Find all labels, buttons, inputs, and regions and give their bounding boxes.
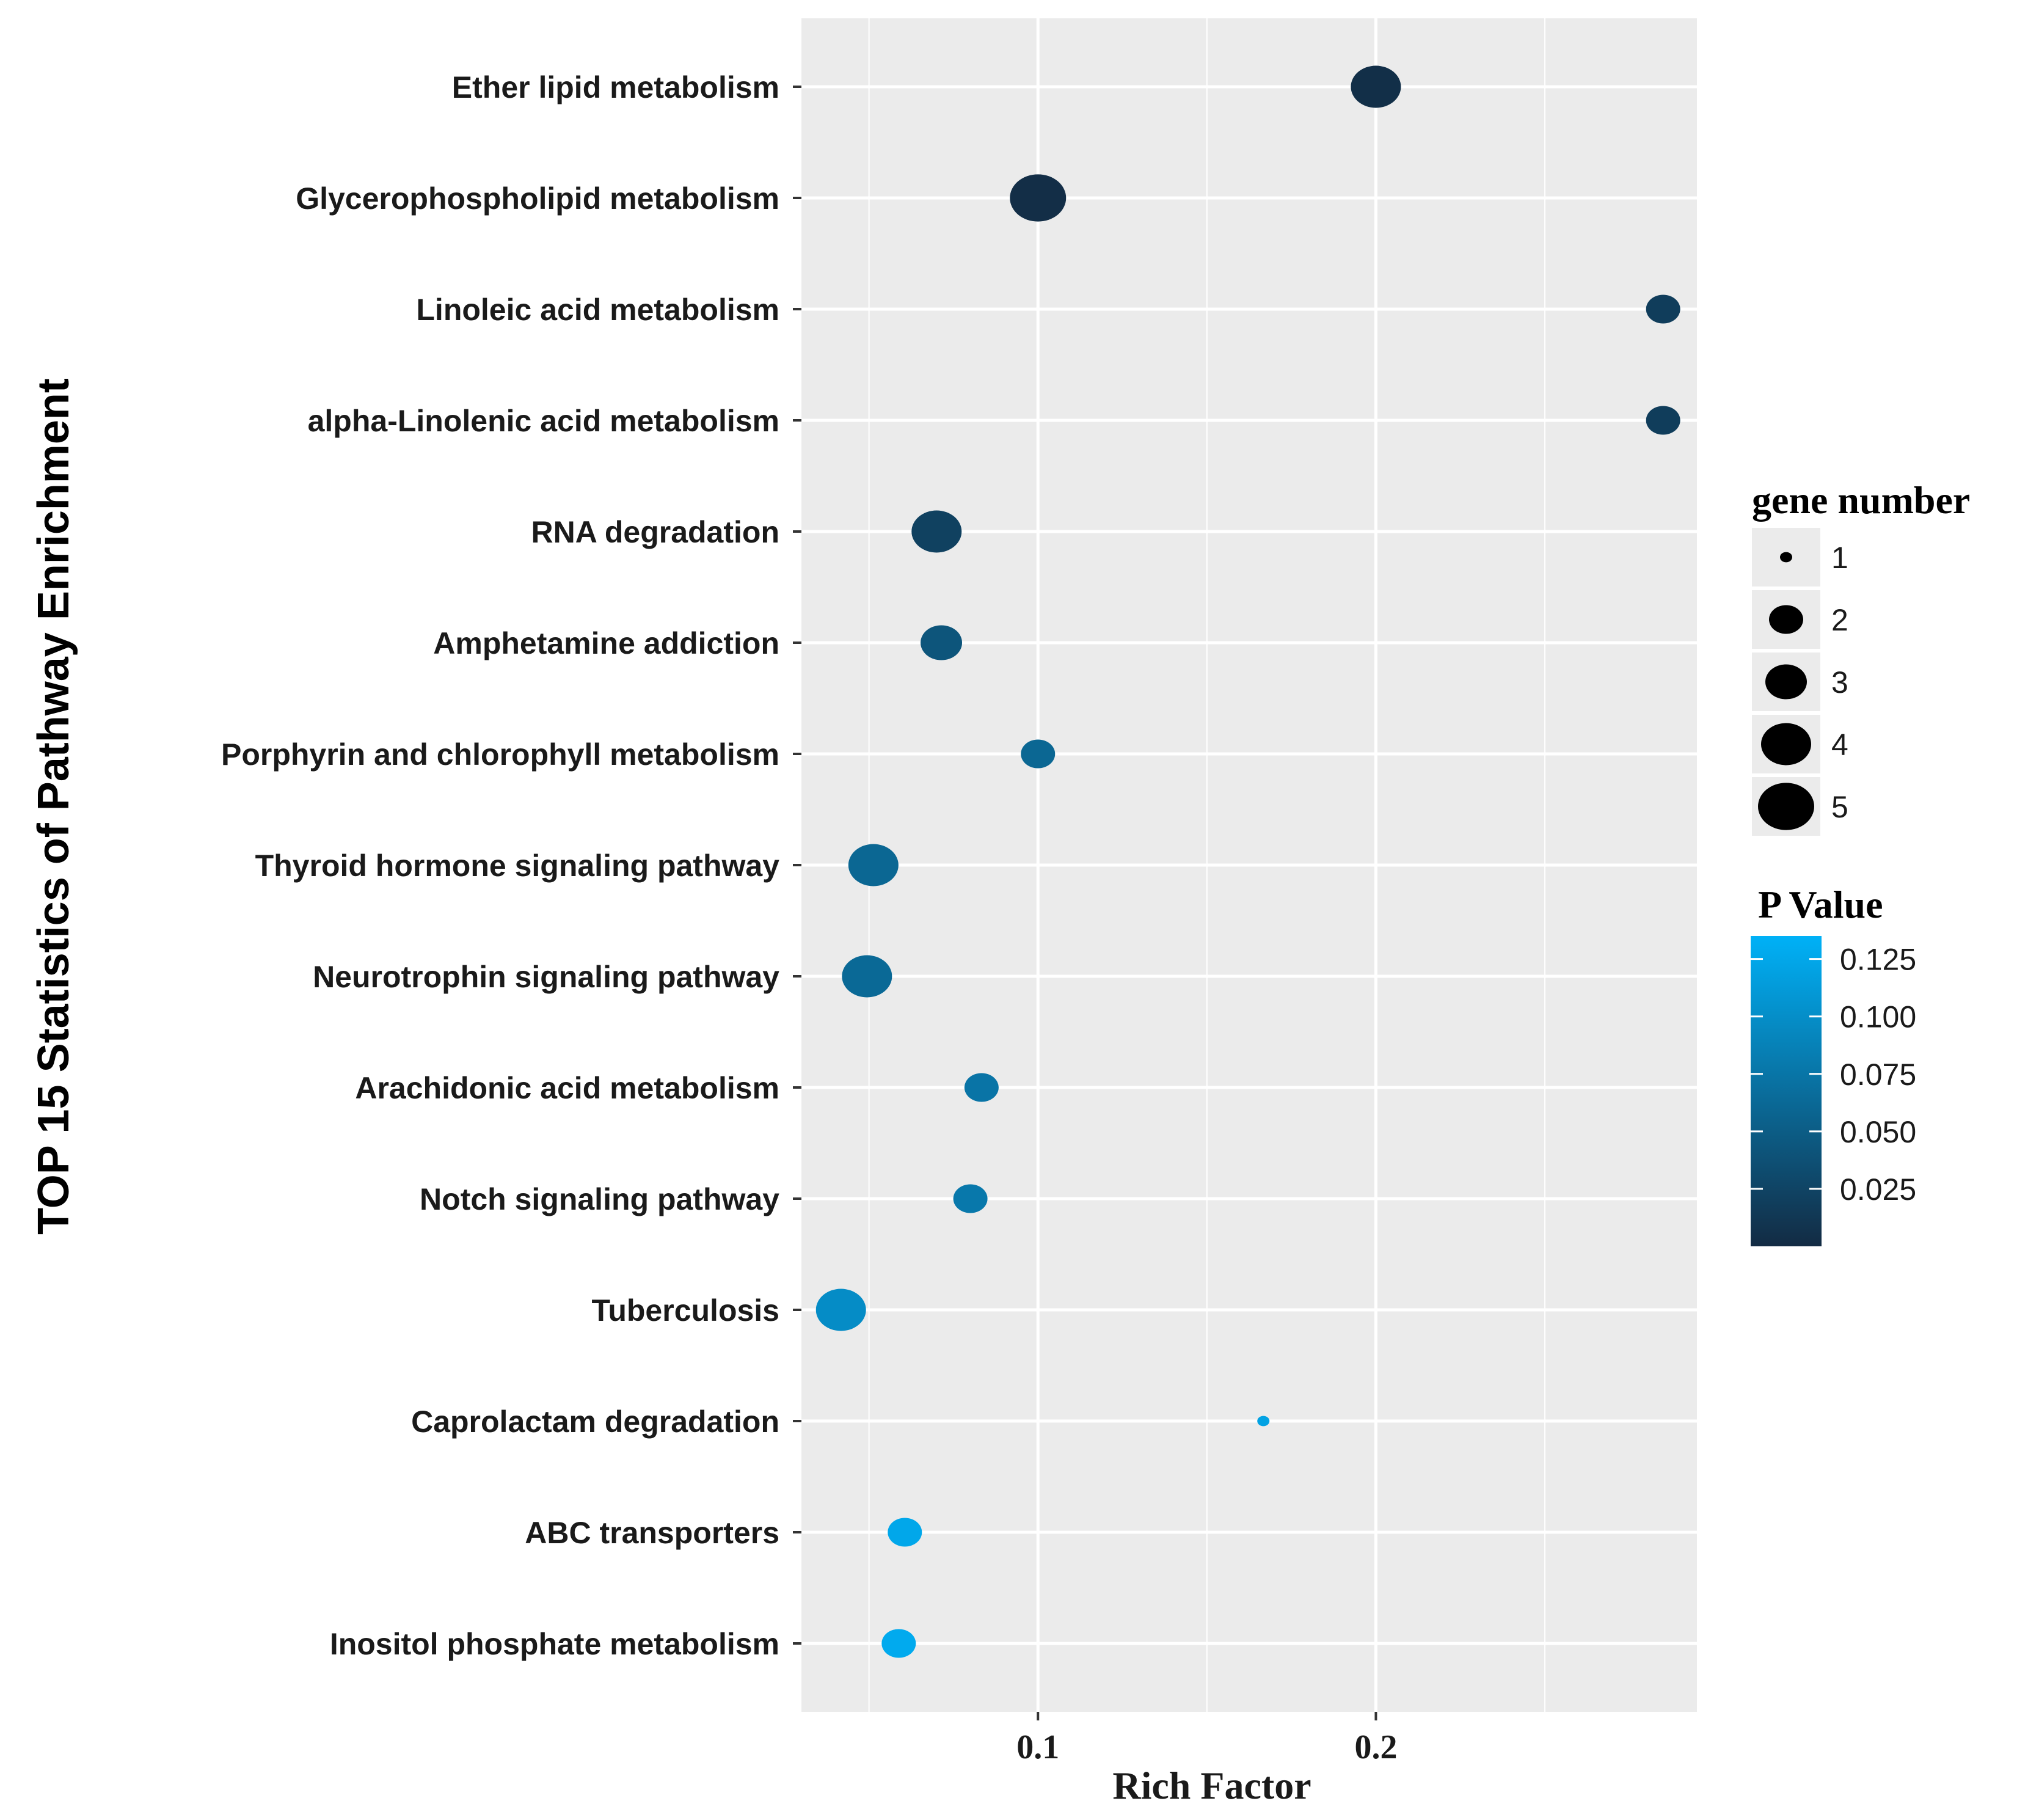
data-point <box>1646 294 1680 324</box>
data-point <box>1257 1416 1270 1427</box>
data-point <box>881 1629 916 1658</box>
color-legend-label: 0.050 <box>1840 1115 1916 1149</box>
data-point <box>815 1288 866 1331</box>
color-legend-label: 0.125 <box>1840 943 1916 977</box>
category-label: Inositol phosphate metabolism <box>330 1627 779 1661</box>
data-point <box>1010 174 1067 222</box>
size-legend-dot <box>1758 783 1814 830</box>
size-legend-dot <box>1769 605 1803 634</box>
color-bar <box>1751 936 1822 1246</box>
category-label: RNA degradation <box>531 515 780 549</box>
color-legend-title: P Value <box>1758 883 1883 926</box>
size-legend: gene number 1 2 3 4 5 <box>1752 478 1970 836</box>
x-tick-label: 0.1 <box>1016 1728 1059 1766</box>
x-tick-label: 0.2 <box>1354 1728 1397 1766</box>
data-point <box>888 1518 922 1547</box>
size-legend-label: 1 <box>1831 541 1848 575</box>
category-label: alpha-Linolenic acid metabolism <box>308 404 779 438</box>
data-point <box>842 955 892 998</box>
category-label: Ether lipid metabolism <box>452 70 779 104</box>
category-label: Caprolactam degradation <box>411 1405 779 1439</box>
color-legend: P Value 0.125 0.100 0.075 0.050 0.025 <box>1751 883 1916 1246</box>
size-legend-label: 4 <box>1831 728 1848 762</box>
size-legend-label: 2 <box>1831 603 1848 637</box>
category-label: Linoleic acid metabolism <box>416 293 779 327</box>
data-point <box>1021 739 1056 769</box>
category-label: Porphyrin and chlorophyll metabolism <box>221 737 779 772</box>
category-label: Thyroid hormone signaling pathway <box>255 849 780 883</box>
data-point <box>1646 406 1680 435</box>
size-legend-title: gene number <box>1752 478 1970 522</box>
color-legend-label: 0.025 <box>1840 1172 1916 1207</box>
x-axis-title: Rich Factor <box>1112 1764 1311 1807</box>
category-label: Tuberculosis <box>592 1293 779 1328</box>
data-point <box>964 1073 999 1102</box>
grid-layer <box>801 18 1697 1712</box>
size-legend-label: 3 <box>1831 665 1848 700</box>
color-legend-label: 0.075 <box>1840 1058 1916 1092</box>
category-label: Glycerophospholipid metabolism <box>296 181 779 216</box>
tick-layer: 0.1 0.2 <box>793 86 1397 1766</box>
data-point <box>953 1184 988 1213</box>
y-axis-title: TOP 15 Statistics of Pathway Enrichment <box>29 378 78 1235</box>
category-label: Arachidonic acid metabolism <box>355 1071 779 1105</box>
category-label: Notch signaling pathway <box>420 1182 779 1216</box>
color-legend-label: 0.100 <box>1840 1000 1916 1034</box>
category-label: ABC transporters <box>525 1516 779 1550</box>
data-point <box>1351 65 1401 108</box>
size-legend-dot <box>1780 552 1792 563</box>
category-label-layer: Ether lipid metabolism Glycerophospholipi… <box>221 70 779 1661</box>
data-point <box>921 625 963 660</box>
data-point <box>911 510 962 553</box>
point-layer <box>815 65 1680 1658</box>
size-legend-dot <box>1761 723 1811 766</box>
size-legend-dot <box>1765 664 1807 700</box>
category-label: Neurotrophin signaling pathway <box>313 960 779 994</box>
data-point <box>848 844 899 886</box>
size-legend-label: 5 <box>1831 790 1848 824</box>
category-label: Amphetamine addiction <box>433 626 779 660</box>
